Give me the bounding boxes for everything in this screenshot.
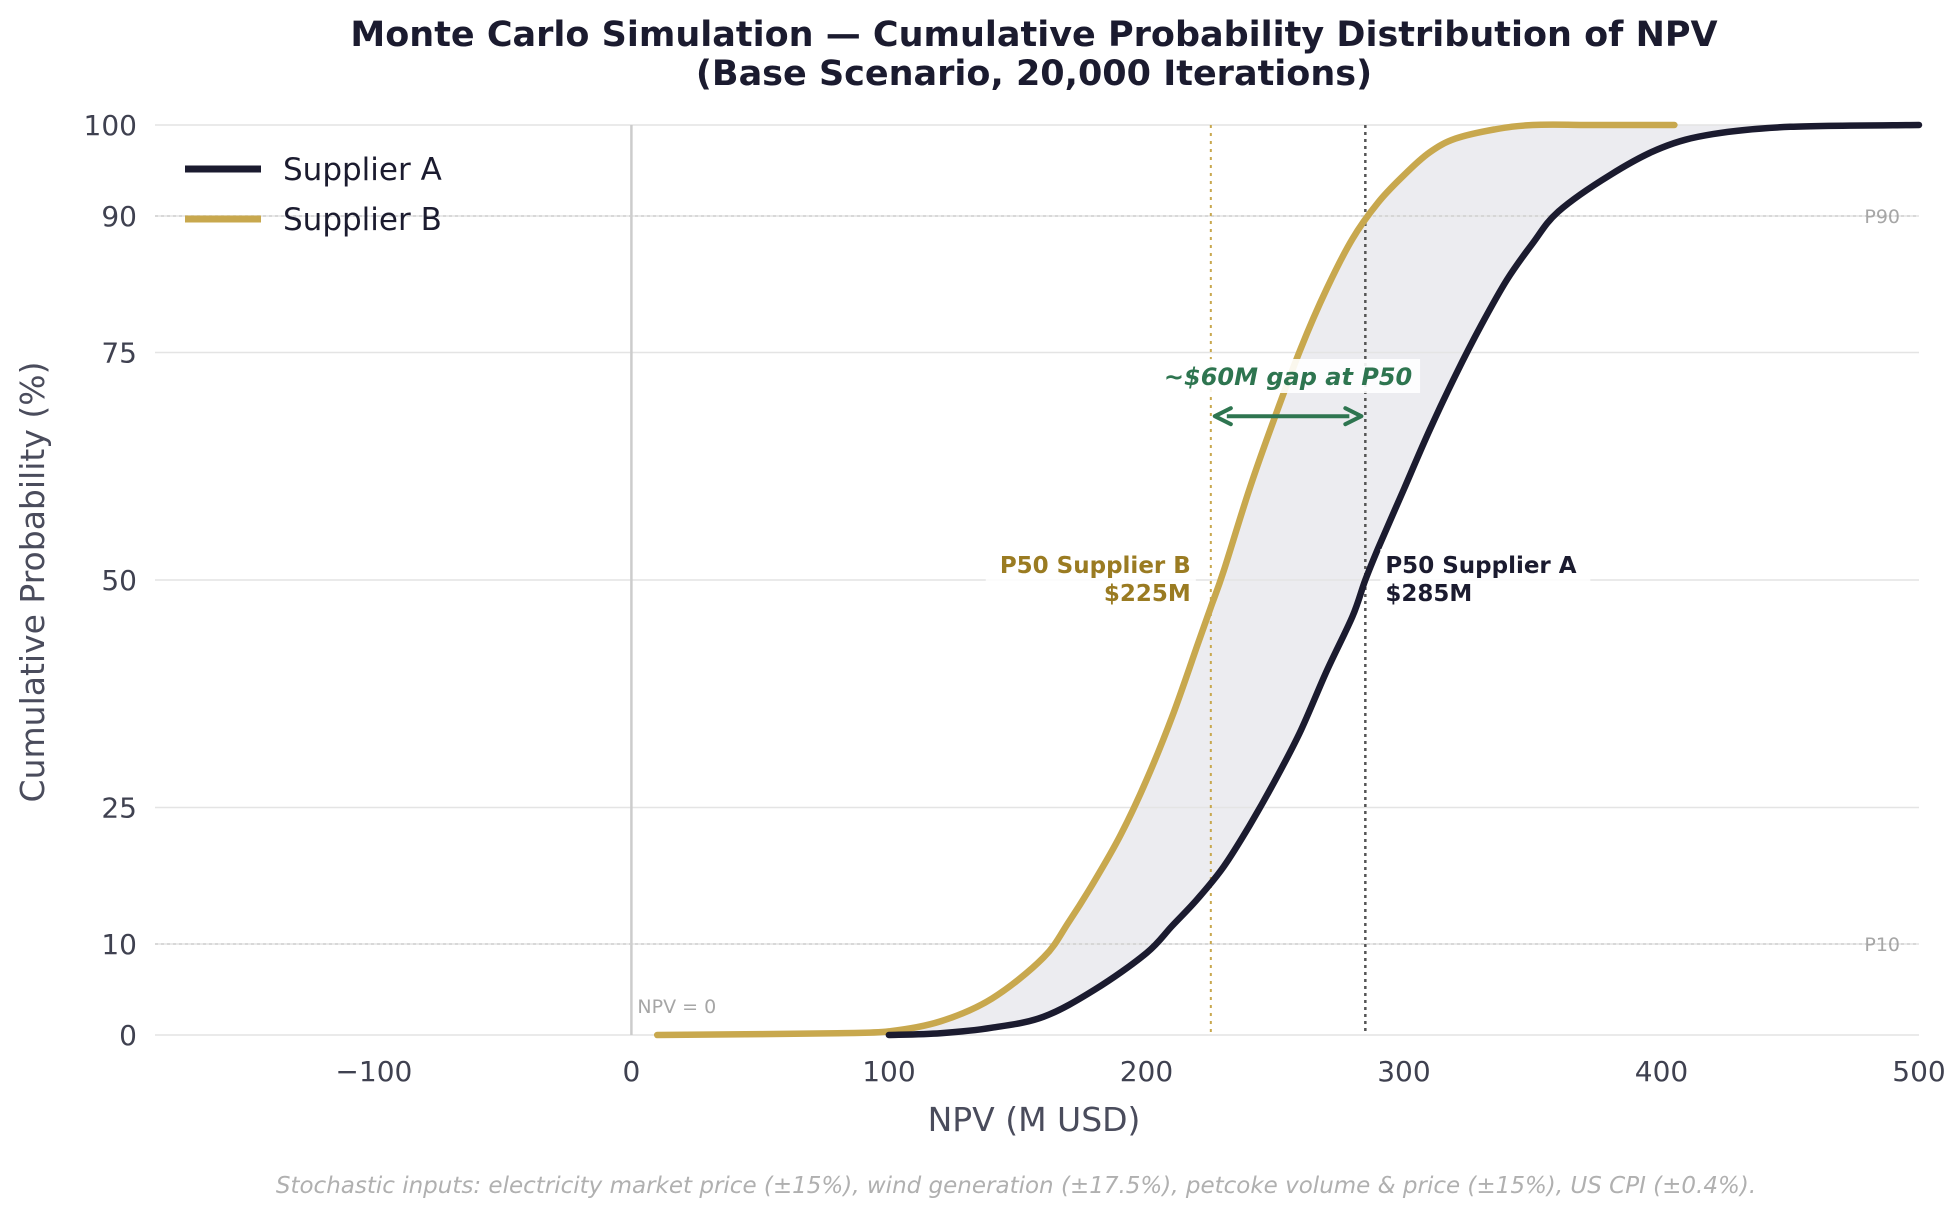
p90-label: P90: [1864, 206, 1900, 228]
p50-supplier-a-value: $285M: [1385, 581, 1472, 607]
axis-ticks: 0 10 25 50 75 90 100 −100 0 100 200 300 400 500: [84, 109, 1946, 1088]
chart-subtitle: (Base Scenario, 20,000 Iterations): [696, 54, 1372, 94]
y-axis-label: Cumulative Probability (%): [13, 362, 52, 803]
p50-supplier-b-value: $225M: [1104, 581, 1191, 607]
legend: Supplier A Supplier B: [185, 152, 442, 238]
y-tick-label: 25: [101, 792, 137, 825]
gap-label: ~$60M gap at P50: [1164, 363, 1412, 391]
annotations: P50 Supplier B$225M P50 Supplier A$285M ~$…: [985, 359, 1591, 607]
series-lines: [653, 121, 1923, 1039]
gap-label-bg: [1156, 359, 1421, 393]
y-tick-label: 100: [84, 109, 137, 142]
p50-supplier-b-label-bg: [985, 549, 1196, 607]
series-line-supplier-b: [653, 121, 1678, 1039]
footnote: Stochastic inputs: electricity market pr…: [276, 1173, 1756, 1199]
x-tick-label: 200: [1120, 1055, 1173, 1088]
x-axis-label: NPV (M USD): [928, 1100, 1141, 1139]
y-tick-label: 50: [101, 564, 137, 597]
x-tick-label: 300: [1377, 1055, 1430, 1088]
p50-supplier-a-label-bg: [1380, 549, 1591, 607]
x-tick-label: 500: [1892, 1055, 1945, 1088]
x-tick-label: 400: [1635, 1055, 1688, 1088]
x-tick-label: 0: [622, 1055, 640, 1088]
gap-arrow-head-left: [1212, 406, 1233, 427]
y-tick-label: 90: [101, 200, 137, 233]
y-tick-label: 0: [119, 1019, 137, 1052]
legend-label-supplier-b: Supplier B: [283, 202, 442, 238]
p50-supplier-a-label: P50 Supplier A: [1385, 553, 1576, 579]
legend-label-supplier-a: Supplier A: [283, 152, 442, 188]
p50-supplier-b-label: P50 Supplier B: [1000, 553, 1191, 579]
chart-title: Monte Carlo Simulation — Cumulative Prob…: [350, 15, 1717, 55]
x-tick-label: 100: [862, 1055, 915, 1088]
x-tick-label: −100: [335, 1055, 412, 1088]
series-line-supplier-a: [885, 121, 1923, 1039]
y-tick-label: 10: [101, 928, 137, 961]
gap-arrow-head-right: [1343, 406, 1364, 427]
p10-label: P10: [1864, 934, 1900, 956]
y-tick-label: 75: [101, 337, 137, 370]
npv-zero-label: NPV = 0: [637, 996, 716, 1018]
